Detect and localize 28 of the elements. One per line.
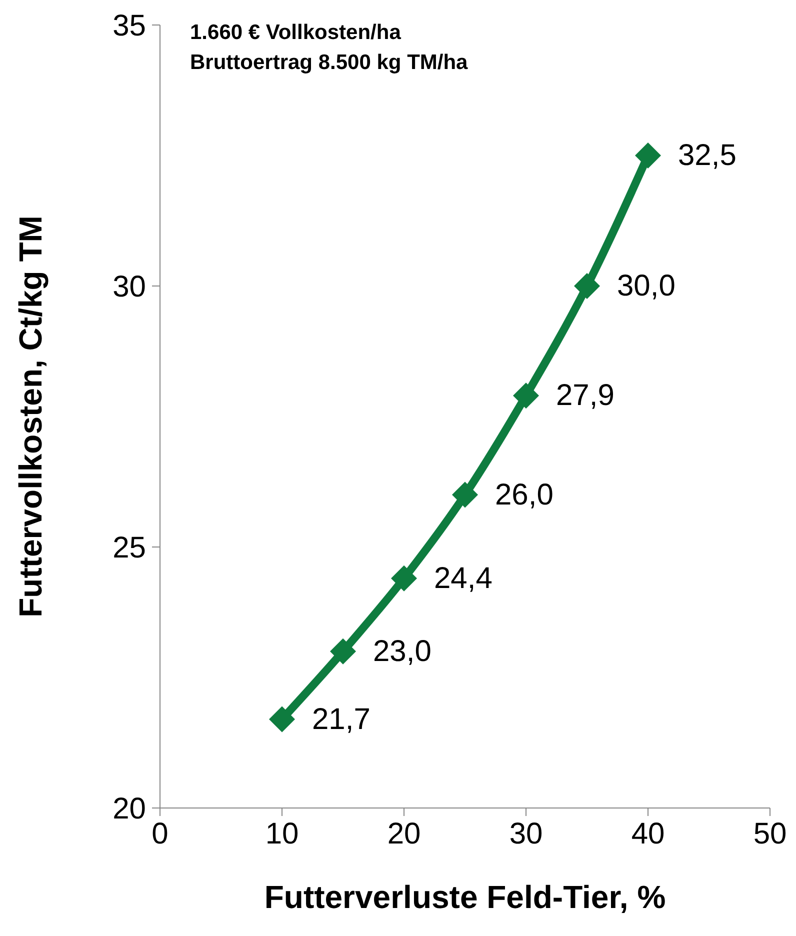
x-tick-label: 30 [509,817,543,850]
y-tick-label: 30 [112,270,146,304]
point [269,706,295,732]
data-label: 26,0 [495,478,554,512]
data-label: 27,9 [556,379,614,412]
point [391,565,417,592]
data-label: 24,4 [434,562,492,595]
data-label: 21,7 [312,702,370,736]
x-tick-label: 0 [152,817,168,850]
y-tick-label: 35 [112,10,146,43]
data-label: 32,5 [678,139,736,172]
y-tick-label: 25 [112,532,146,565]
y-axis-title: Futtervollkosten, Ct/kg TM [12,216,48,618]
data-label: 30,0 [617,270,676,302]
x-tick-label: 50 [753,817,787,850]
x-tick-label: 40 [631,817,665,850]
annotation: Bruttoertrag 8.500 kg TM/ha [190,50,468,76]
point [574,273,600,299]
point [330,638,356,664]
y-tick-label: 20 [112,792,146,826]
data-label: 23,0 [373,634,432,668]
x-tick-label: 20 [387,817,421,850]
point [452,482,478,508]
x-tick-label: 10 [265,817,299,850]
annotation: 1.660 € Vollkosten/ha [190,20,402,46]
x-axis-title: Futterverluste Feld-Tier, % [264,879,666,915]
point [635,142,661,168]
point [513,382,539,409]
